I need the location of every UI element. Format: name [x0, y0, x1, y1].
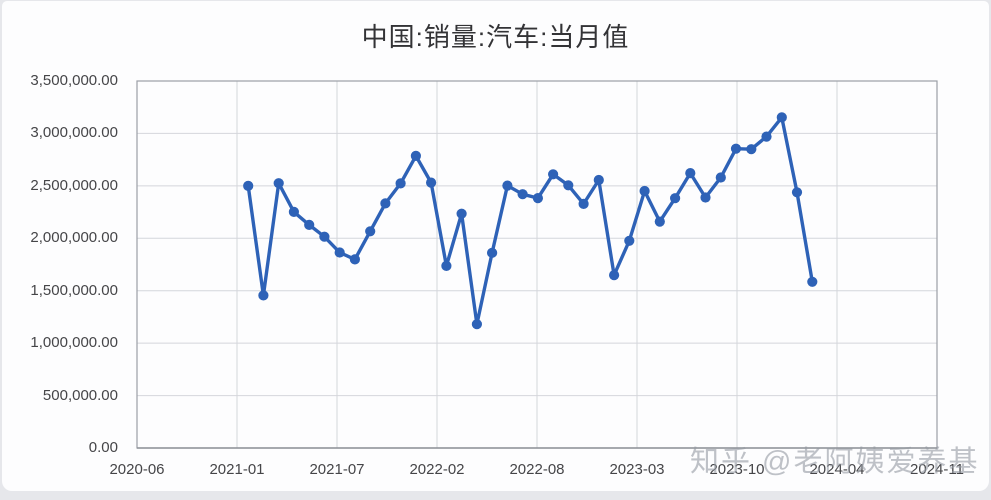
data-point [700, 192, 711, 203]
y-tick-label: 500,000.00 [42, 386, 118, 404]
data-point [456, 208, 467, 219]
data-point [441, 260, 452, 271]
data-point [807, 276, 818, 287]
x-tick-label: 2024-04 [809, 461, 865, 478]
data-line [246, 115, 814, 326]
data-point [746, 144, 757, 155]
data-point [319, 231, 330, 242]
data-point [548, 169, 559, 180]
data-point [410, 150, 421, 161]
data-point [730, 143, 742, 154]
y-tick-label: 1,000,000.00 [30, 334, 118, 352]
data-point [304, 219, 315, 230]
chart-title: 中国:销量:汽车:当月值 [361, 22, 630, 52]
data-point [288, 206, 299, 217]
x-tick-label: 2023-03 [609, 461, 665, 478]
y-tick-label: 3,000,000.00 [30, 124, 118, 142]
y-tick-label: 0.00 [88, 439, 118, 456]
data-point [670, 193, 681, 204]
data-point [791, 187, 803, 198]
data-point [502, 180, 513, 191]
y-tick-label: 2,500,000.00 [30, 176, 118, 194]
data-point [471, 319, 482, 330]
x-tick-label: 2021-07 [309, 461, 365, 478]
data-point [715, 172, 726, 183]
x-tick-label: 2020-06 [109, 461, 165, 478]
data-point [654, 216, 665, 227]
data-point [426, 177, 437, 188]
watermark: 知乎 @老阿姨爱养基 [690, 446, 980, 478]
data-point [395, 178, 406, 189]
x-tick-label: 2021-01 [209, 461, 265, 478]
y-tick-label: 3,500,000.00 [30, 72, 118, 89]
data-point [639, 185, 650, 197]
x-tick-label: 2022-02 [409, 461, 465, 478]
data-point [776, 112, 787, 123]
data-point [487, 247, 498, 258]
chart-card [2, 1, 989, 491]
x-tick-label: 2024-11 [910, 461, 964, 478]
data-point [243, 180, 254, 191]
data-point [349, 254, 360, 265]
data-point [380, 198, 391, 209]
x-tick-label: 2023-10 [709, 461, 765, 478]
data-point [578, 198, 589, 209]
data-point [365, 226, 376, 237]
data-point [593, 174, 604, 186]
data-point [761, 131, 772, 142]
data-point [563, 180, 574, 191]
data-point [532, 193, 544, 204]
data-point [334, 247, 345, 258]
data-point [624, 235, 635, 246]
data-point [258, 290, 269, 301]
data-point [517, 189, 528, 200]
y-tick-label: 2,000,000.00 [30, 229, 118, 247]
data-point [609, 270, 620, 281]
y-tick-label: 1,500,000.00 [30, 281, 118, 299]
data-point [685, 168, 696, 179]
x-tick-label: 2022-08 [509, 461, 565, 478]
data-point [273, 178, 284, 189]
